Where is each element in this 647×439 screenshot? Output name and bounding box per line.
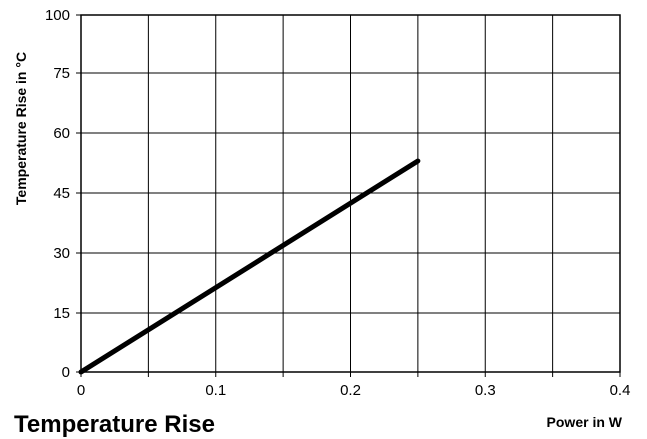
y-tick-label: 75 [53,65,70,82]
chart-title: Temperature Rise [14,411,215,438]
x-tick-label: 0.3 [475,382,496,399]
x-tick-label: 0.4 [610,382,631,399]
plot-frame [80,14,621,373]
y-tick-label: 30 [53,245,70,262]
series [78,158,421,375]
grid [76,14,621,377]
series-line-0 [78,158,421,375]
y-tick-label: 0 [62,364,70,381]
x-tick-labels: 0 0.1 0.2 0.3 0.4 [77,382,631,399]
y-tick-label: 100 [45,7,70,24]
y-tick-label: 15 [53,305,70,322]
x-tick-label: 0 [77,382,85,399]
x-axis-label: Power in W [547,414,623,430]
y-tick-label: 60 [53,125,70,142]
y-tick-label: 45 [53,185,70,202]
y-tick-labels: 0 15 30 45 60 75 100 [45,7,70,381]
x-tick-label: 0.1 [205,382,226,399]
x-tick-label: 0.2 [340,382,361,399]
y-axis-label: Temperature Rise in °C [13,52,29,205]
